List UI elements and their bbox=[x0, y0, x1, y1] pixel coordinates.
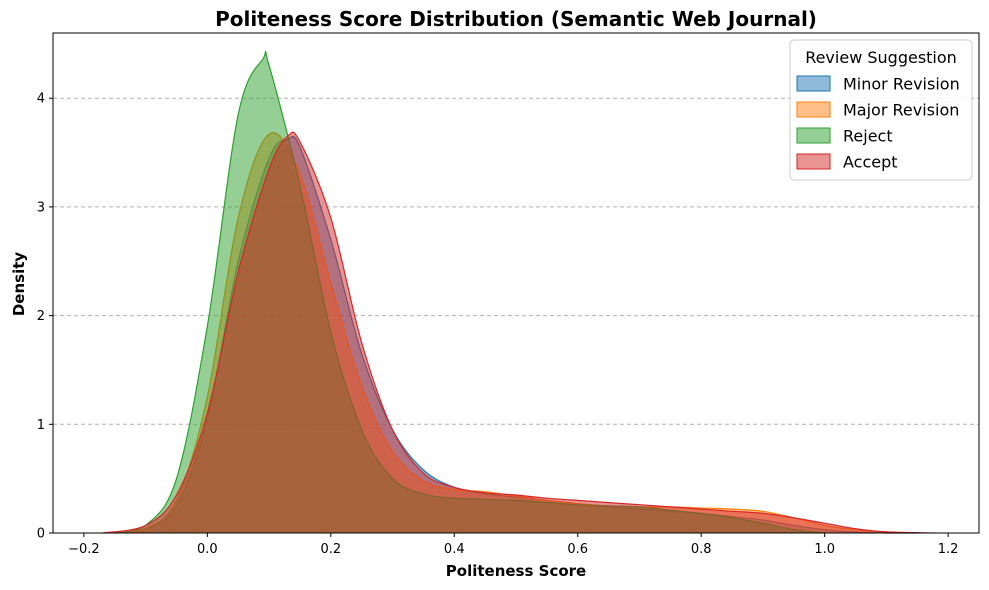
legend-label-minor-revision: Minor Revision bbox=[843, 75, 960, 94]
legend-label-major-revision: Major Revision bbox=[843, 101, 959, 120]
legend-box bbox=[789, 39, 973, 181]
x-axis-ticks: −0.2 0.0 0.2 0.4 0.6 0.8 1.0 1.2 bbox=[68, 533, 958, 557]
x-tick-label: 0.4 bbox=[444, 542, 465, 557]
legend-swatch-reject bbox=[796, 127, 831, 144]
y-tick-label: 3 bbox=[37, 200, 45, 215]
plot-frame bbox=[52, 32, 980, 534]
y-tick-label: 0 bbox=[37, 527, 45, 542]
density-area-accept bbox=[102, 132, 936, 533]
x-tick-label: −0.2 bbox=[68, 542, 100, 557]
y-tick-label: 2 bbox=[37, 309, 45, 324]
x-tick-label: 1.2 bbox=[938, 542, 959, 557]
legend-title: Review Suggestion bbox=[805, 48, 957, 67]
legend: Review Suggestion Minor Revision Major Re… bbox=[789, 39, 973, 181]
chart-title: Politeness Score Distribution (Semantic … bbox=[215, 7, 817, 31]
legend-swatch-minor-revision bbox=[796, 75, 831, 92]
density-line-accept bbox=[102, 131, 936, 534]
legend-swatch-accept bbox=[796, 153, 831, 170]
x-tick-label: 0.0 bbox=[197, 542, 218, 557]
x-tick-label: 0.8 bbox=[691, 542, 712, 557]
legend-items: Minor Revision Major Revision Reject Accept bbox=[796, 75, 960, 172]
x-tick-label: 0.2 bbox=[320, 542, 341, 557]
x-tick-label: 1.0 bbox=[814, 542, 835, 557]
series-layer bbox=[102, 50, 936, 534]
legend-swatch-major-revision bbox=[796, 101, 831, 118]
y-tick-label: 4 bbox=[37, 92, 45, 107]
y-axis-label: Density bbox=[10, 252, 28, 317]
legend-label-accept: Accept bbox=[843, 153, 898, 172]
y-tick-label: 1 bbox=[37, 418, 45, 433]
legend-label-reject: Reject bbox=[843, 127, 893, 146]
y-axis-ticks: 0 1 2 3 4 bbox=[37, 92, 53, 542]
x-axis-label: Politeness Score bbox=[446, 562, 586, 580]
x-tick-label: 0.6 bbox=[567, 542, 588, 557]
